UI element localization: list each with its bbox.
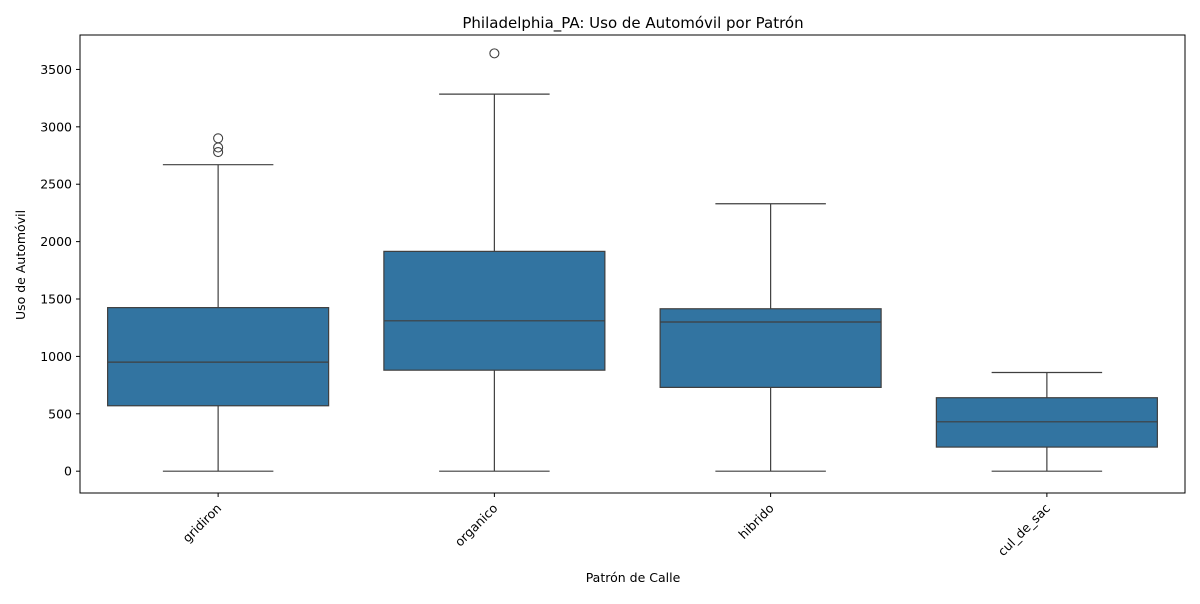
x-tick-label: hibrido: [735, 501, 776, 542]
x-tick-label: cul_de_sac: [995, 500, 1053, 558]
y-tick-label: 0: [64, 464, 72, 479]
box-organico: [383, 250, 606, 371]
y-tick-label: 1500: [40, 292, 72, 307]
outlier-point: [213, 133, 224, 144]
box-gridiron: [107, 307, 330, 407]
x-tick-label: organico: [452, 501, 501, 550]
y-tick-label: 3000: [40, 119, 72, 134]
outlier-point: [489, 48, 500, 59]
y-tick-label: 500: [48, 406, 72, 421]
y-tick-label: 1000: [40, 349, 72, 364]
plot-area-frame: [79, 34, 1186, 494]
x-axis-label: Patrón de Calle: [586, 570, 681, 585]
y-tick-label: 3500: [40, 62, 72, 77]
y-tick-label: 2000: [40, 234, 72, 249]
y-tick-label: 2500: [40, 177, 72, 192]
y-axis-label: Uso de Automóvil: [13, 210, 28, 320]
box-hibrido: [659, 308, 882, 388]
outlier-point: [213, 147, 224, 158]
x-tick-label: gridiron: [179, 501, 224, 546]
chart-title: Philadelphia_PA: Uso de Automóvil por Pa…: [462, 14, 803, 33]
